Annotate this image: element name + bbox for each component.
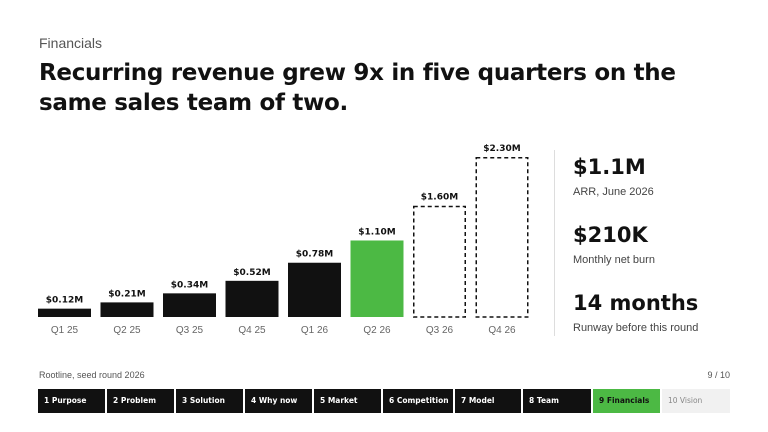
nav-item-vision[interactable]: 10 Vision <box>662 389 730 413</box>
revenue-bar-chart: $0.12M Q1 25 $0.21M Q2 25 $0.34M Q3 25 $0.52M Q… <box>38 144 529 336</box>
nav-item-team[interactable]: 8 Team <box>523 389 591 413</box>
bar-value-label: $0.34M <box>171 280 208 290</box>
kpi-burn: $210K Monthly net burn <box>573 222 753 266</box>
bar-q4-26 <box>475 157 529 318</box>
x-tick-label: Q2 25 <box>113 325 141 336</box>
kpi-value: $1.1M <box>573 155 646 179</box>
x-tick-label: Q4 25 <box>238 325 266 336</box>
kpi-value: $210K <box>573 223 648 247</box>
bar-q3-25 <box>163 293 216 317</box>
nav-item-problem[interactable]: 2 Problem <box>107 389 174 413</box>
bar-value-label: $2.30M <box>483 144 520 154</box>
x-tick-label: Q4 26 <box>488 325 516 336</box>
nav-item-why-now[interactable]: 4 Why now <box>245 389 312 413</box>
x-tick-label: Q1 25 <box>51 325 79 336</box>
nav-item-purpose[interactable]: 1 Purpose <box>38 389 105 413</box>
footer-company: Rootline, seed round 2026 <box>39 370 145 380</box>
nav-item-model[interactable]: 7 Model <box>455 389 521 413</box>
x-tick-label: Q1 26 <box>301 325 329 336</box>
nav-item-market[interactable]: 5 Market <box>314 389 381 413</box>
x-tick-label: Q2 26 <box>363 325 391 336</box>
bar-q4-25 <box>225 280 279 317</box>
nav-item-competition[interactable]: 6 Competition <box>383 389 453 413</box>
slide-headline: Recurring revenue grew 9x in five quarte… <box>39 60 676 116</box>
kpi-label: Monthly net burn <box>573 254 655 266</box>
nav-item-solution[interactable]: 3 Solution <box>176 389 243 413</box>
bar-q3-26 <box>413 205 466 318</box>
kpi-arr: $1.1M ARR, June 2026 <box>573 154 753 198</box>
bar-value-label: $1.60M <box>421 193 458 203</box>
bar-value-label: $0.12M <box>46 296 83 306</box>
page-counter: 9 / 10 <box>707 370 730 380</box>
x-tick-label: Q3 26 <box>426 325 454 336</box>
kpi-runway: 14 months Runway before this round <box>573 290 753 334</box>
kpi-label: Runway before this round <box>573 322 699 334</box>
bar-q2-26 <box>350 240 404 317</box>
section-eyebrow: Financials <box>39 35 103 51</box>
bar-value-label: $1.10M <box>358 227 395 237</box>
bar-q1-25 <box>38 308 91 317</box>
bar-value-label: $0.21M <box>108 289 145 299</box>
bar-q2-25 <box>100 302 154 317</box>
x-tick-label: Q3 25 <box>176 325 204 336</box>
vertical-divider <box>554 150 555 336</box>
kpi-label: ARR, June 2026 <box>573 186 654 198</box>
bar-value-label: $0.78M <box>296 250 333 260</box>
section-nav: 1 Purpose 2 Problem 3 Solution 4 Why now… <box>38 389 730 413</box>
kpi-value: 14 months <box>573 291 699 315</box>
bar-value-label: $0.52M <box>233 268 270 278</box>
bar-q1-26 <box>288 262 341 317</box>
nav-item-financials[interactable]: 9 Financials <box>593 389 660 413</box>
